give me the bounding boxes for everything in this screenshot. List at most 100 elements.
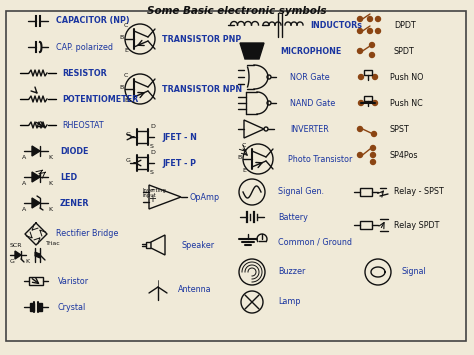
Text: SCR: SCR [10,243,22,248]
Text: input: input [143,193,157,198]
Circle shape [357,28,363,33]
Text: B: B [120,35,124,40]
Text: Rectifier Bridge: Rectifier Bridge [56,229,118,239]
Circle shape [357,16,363,22]
Text: K: K [48,181,52,186]
Text: SPDT: SPDT [394,47,415,55]
Text: SPST: SPST [390,125,410,133]
Text: Relay - SPST: Relay - SPST [394,187,444,197]
Text: Push NO: Push NO [390,72,423,82]
Text: TRANSISTOR PNP: TRANSISTOR PNP [162,34,241,44]
Circle shape [373,75,377,80]
Polygon shape [240,43,264,59]
Text: E: E [124,48,128,53]
Circle shape [370,53,374,58]
Circle shape [357,126,363,131]
Text: Battery: Battery [278,213,308,222]
Text: D: D [150,124,155,129]
Text: CAP. polarized: CAP. polarized [56,43,113,51]
Text: C: C [124,23,128,28]
Text: K: K [48,207,52,212]
Text: Speaker: Speaker [182,240,215,250]
Text: G: G [126,158,131,163]
Text: E: E [124,98,128,103]
Circle shape [367,16,373,22]
Text: MICROPHONE: MICROPHONE [280,47,341,55]
Text: +: + [148,194,156,204]
Text: Antenna: Antenna [178,285,211,295]
Text: Triac: Triac [46,241,61,246]
Polygon shape [35,254,40,258]
Polygon shape [35,252,40,256]
Text: K: K [25,259,29,264]
Text: DPDT: DPDT [394,21,416,29]
Text: JFET - N: JFET - N [162,132,197,142]
Circle shape [375,16,381,22]
Text: A: A [22,155,26,160]
Text: RESISTOR: RESISTOR [62,69,107,77]
Text: G: G [10,259,15,264]
Text: Push NC: Push NC [390,98,423,108]
Text: G: G [126,132,131,137]
Text: D: D [150,150,155,155]
FancyBboxPatch shape [6,11,466,341]
Polygon shape [149,185,181,209]
Text: Photo Transistor: Photo Transistor [288,154,352,164]
Text: Varistor: Varistor [58,277,89,285]
Circle shape [371,159,375,164]
Text: ZENER: ZENER [60,198,90,208]
Circle shape [372,131,376,137]
Text: E: E [242,168,246,173]
Text: -: - [150,184,154,194]
Text: DIODE: DIODE [60,147,88,155]
Text: POTENTIOMETER: POTENTIOMETER [62,94,138,104]
Text: SP4Pos: SP4Pos [390,151,419,159]
Text: A: A [22,207,26,212]
Text: Crystal: Crystal [58,302,86,311]
Circle shape [375,28,381,33]
Text: Signal: Signal [402,268,427,277]
Text: Buzzer: Buzzer [278,268,305,277]
Bar [364,96,372,101]
Circle shape [358,100,364,105]
Text: B: B [120,85,124,90]
Text: Signal Gen.: Signal Gen. [278,187,324,197]
Circle shape [357,153,363,158]
Text: C: C [242,143,246,148]
Bar [29,277,43,285]
Circle shape [371,153,375,158]
Text: Common / Ground: Common / Ground [278,237,352,246]
Circle shape [373,100,377,105]
Text: S: S [150,144,154,149]
Text: S: S [150,170,154,175]
Text: NAND Gate: NAND Gate [290,98,335,108]
Polygon shape [32,172,40,182]
Circle shape [371,146,375,151]
Text: TRANSISTOR NPN: TRANSISTOR NPN [162,84,242,93]
Text: C: C [124,73,128,78]
Circle shape [367,28,373,33]
Polygon shape [32,146,40,156]
Text: OpAmp: OpAmp [190,192,220,202]
Text: INVERTER: INVERTER [290,125,329,133]
Bar [38,303,42,311]
Text: NOR Gate: NOR Gate [290,72,329,82]
Text: INDUCTORs: INDUCTORs [310,21,362,29]
Text: LED: LED [60,173,77,181]
Bar [360,188,372,196]
Text: Lamp: Lamp [278,297,301,306]
Polygon shape [32,198,40,208]
Text: Inverting: Inverting [143,188,167,193]
Text: JFET - P: JFET - P [162,158,196,168]
Circle shape [358,75,364,80]
Text: CAPACITOR (NP): CAPACITOR (NP) [56,16,129,26]
Bar [146,242,151,248]
Text: Relay SPDT: Relay SPDT [394,220,439,229]
Text: Some Basic electronic symbols: Some Basic electronic symbols [147,6,327,16]
Text: A: A [22,181,26,186]
Bar [364,70,372,75]
Text: K: K [48,155,52,160]
Bar [360,221,372,229]
Text: RHEOSTAT: RHEOSTAT [62,120,104,130]
Circle shape [357,49,363,54]
